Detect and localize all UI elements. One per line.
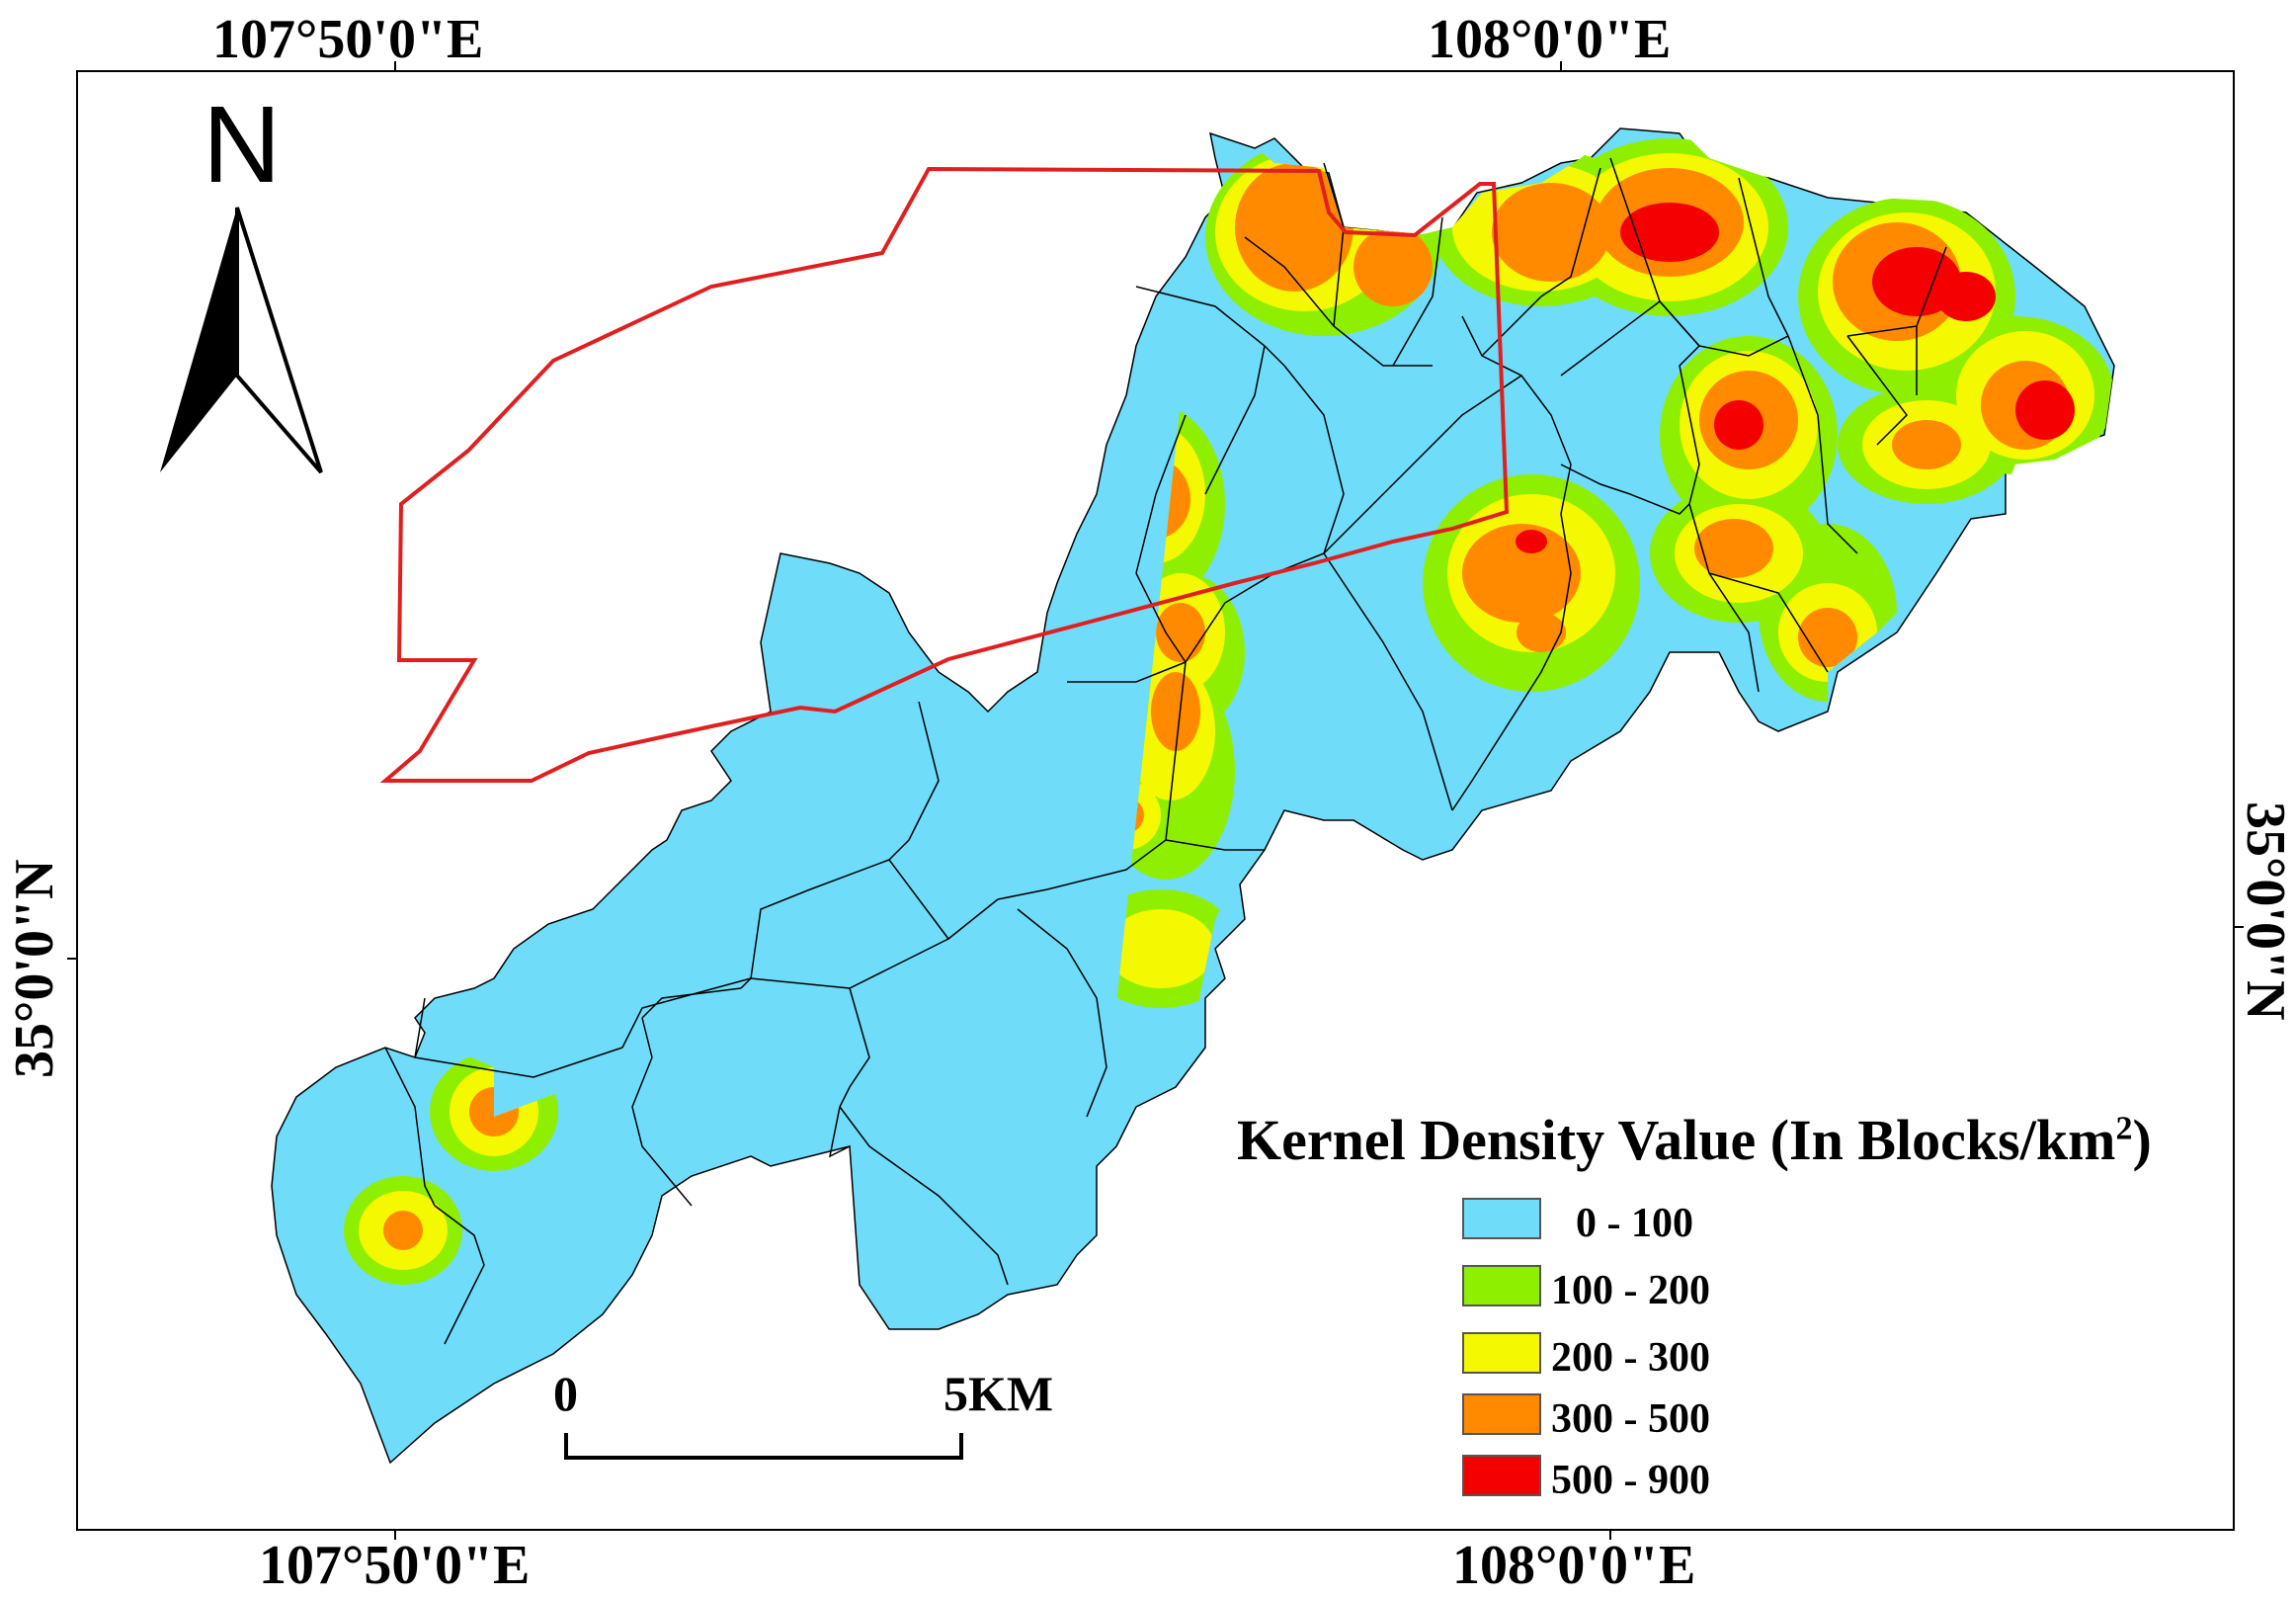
north-arrow-label: N: [203, 84, 282, 206]
legend-swatch: [1462, 1455, 1541, 1496]
scale-start-label: 0: [553, 1366, 578, 1421]
legend-title-end: ): [2132, 1108, 2152, 1172]
administrative-boundaries: [384, 157, 1947, 1345]
coord-bottom-left: 107°50'0"E: [259, 1535, 531, 1596]
scale-bar: [564, 1433, 963, 1460]
coord-top-left: 107°50'0"E: [212, 9, 484, 70]
coord-top-right: 108°0'0"E: [1428, 9, 1672, 70]
legend-title-text: Kernel Density Value (In Blocks/km: [1237, 1108, 2116, 1172]
legend-swatch: [1462, 1332, 1541, 1374]
legend-label: 300 - 500: [1551, 1396, 1710, 1442]
study-boundary: [379, 166, 1510, 783]
coord-bottom-right: 108°0'0"E: [1452, 1535, 1696, 1596]
map-frame: [76, 70, 2235, 1531]
legend-title-superscript: 2: [2115, 1110, 2133, 1147]
legend-swatch: [1462, 1198, 1541, 1239]
legend-swatch: [1462, 1265, 1541, 1306]
legend-label: 200 - 300: [1551, 1335, 1710, 1381]
legend-title: Kernel Density Value (In Blocks/km2): [1237, 1112, 2152, 1169]
north-arrow-icon: [160, 207, 323, 474]
legend-label: 0 - 100: [1576, 1201, 1693, 1246]
legend-label: 500 - 900: [1551, 1458, 1710, 1503]
legend-label: 100 - 200: [1551, 1268, 1710, 1313]
legend-swatch: [1462, 1393, 1541, 1435]
scale-end-label: 5KM: [943, 1366, 1054, 1421]
